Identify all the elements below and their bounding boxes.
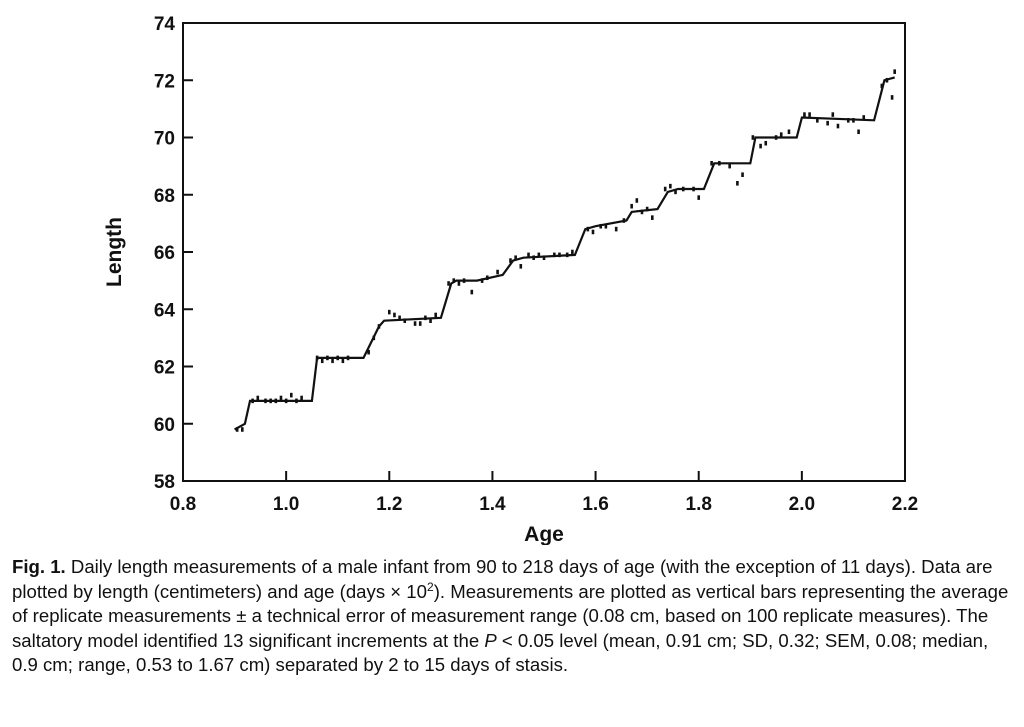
x-tick-label: 2.0 bbox=[789, 494, 815, 515]
y-tick-label: 72 bbox=[154, 71, 175, 92]
chart: 58 60 62 64 66 68 70 72 74 0.8 1.0 1.2 1.4 1.6 1.8 2.0… bbox=[103, 14, 918, 545]
measurement-bars bbox=[235, 69, 896, 432]
caption-superscript: 2 bbox=[427, 579, 434, 594]
y-tick-label: 68 bbox=[154, 186, 175, 207]
caption-text-1: Daily length measurements of a male infa… bbox=[12, 556, 993, 602]
x-tick-label: 1.2 bbox=[376, 494, 402, 515]
plot-area-frame bbox=[182, 22, 906, 482]
x-tick-label: 1.6 bbox=[582, 494, 608, 515]
y-tick-label: 66 bbox=[154, 243, 175, 264]
figure-caption: Fig. 1. Daily length measurements of a m… bbox=[12, 555, 1012, 678]
y-axis-label: Length bbox=[103, 217, 126, 287]
y-tick-label: 62 bbox=[154, 358, 175, 379]
figure-label: Fig. 1. bbox=[12, 556, 66, 577]
y-tick-label: 64 bbox=[154, 300, 176, 321]
x-tick-label: 1.8 bbox=[686, 494, 712, 515]
x-tick-label: 1.0 bbox=[273, 494, 299, 515]
x-axis-label: Age bbox=[524, 523, 564, 545]
y-tick-label: 74 bbox=[154, 14, 176, 35]
caption-text-2: ). Measurements are plotted as vertical … bbox=[12, 580, 1009, 651]
caption-text-3: < 0.05 level (mean, 0.91 cm; SD, 0.32; S… bbox=[12, 629, 989, 676]
caption-p-symbol: P bbox=[484, 629, 497, 651]
x-tick-label: 1.4 bbox=[479, 494, 506, 515]
y-axis: 58 60 62 64 66 68 70 72 74 bbox=[154, 14, 193, 493]
step-fit-line bbox=[234, 76, 895, 431]
y-tick-label: 58 bbox=[154, 472, 175, 493]
y-tick-label: 70 bbox=[154, 129, 175, 150]
x-axis: 0.8 1.0 1.2 1.4 1.6 1.8 2.0 2.2 bbox=[170, 471, 918, 515]
x-tick-label: 0.8 bbox=[170, 494, 196, 515]
y-tick-label: 60 bbox=[154, 415, 175, 436]
x-tick-label: 2.2 bbox=[892, 494, 918, 515]
